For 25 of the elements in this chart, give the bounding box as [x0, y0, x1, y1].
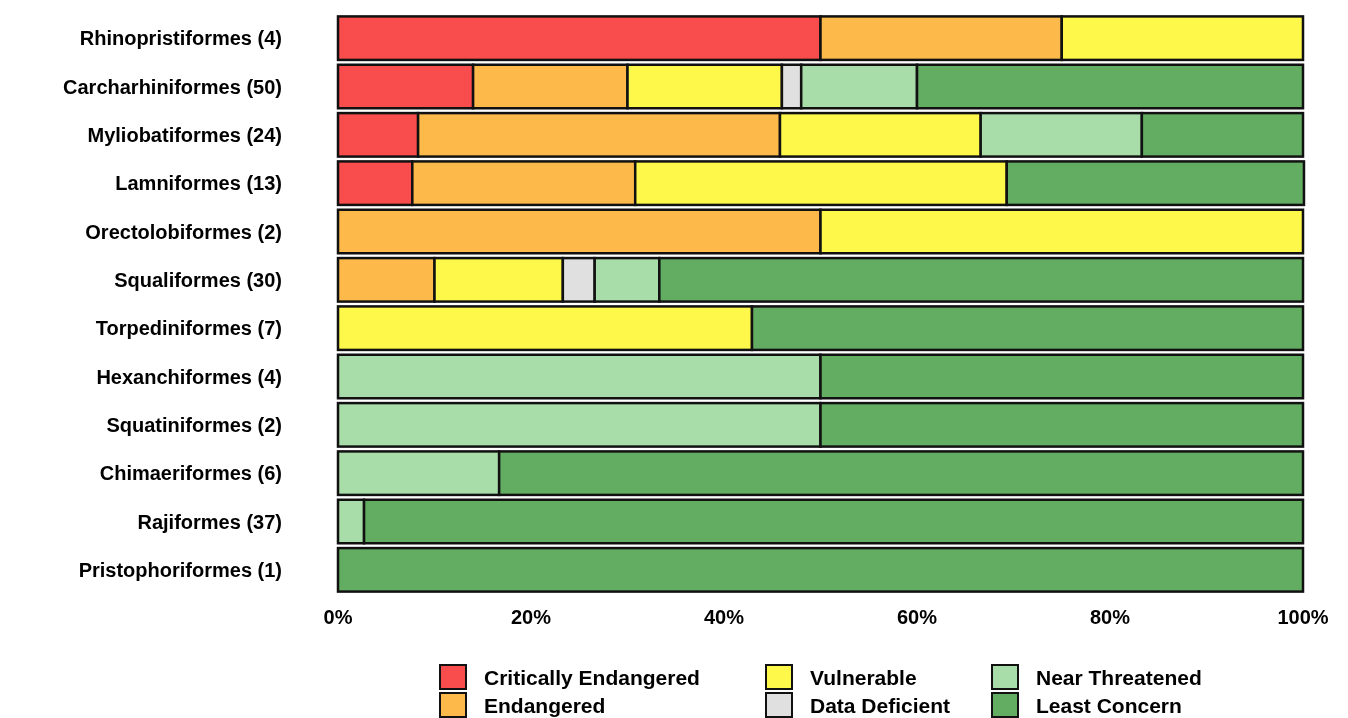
x-tick-label: 20% [510, 606, 552, 628]
legend-label: Data Deficient [810, 694, 951, 717]
y-tick-label: Chimaeriformes (6) [99, 462, 282, 485]
legend-label: Least Concern [1036, 694, 1182, 717]
y-tick-label: Lamniformes (13) [115, 172, 282, 195]
y-tick-label: Myliobatiformes (24) [87, 123, 282, 146]
legend-label: Critically Endangered [484, 666, 700, 689]
bar [336, 546, 1305, 593]
y-tick-label: Torpediniformes (7) [95, 317, 282, 340]
y-tick-label: Carcharhiniformes (50) [63, 75, 282, 98]
x-tick-label: 80% [1089, 606, 1131, 628]
x-tick-label: 100% [1277, 606, 1329, 628]
y-tick-label: Rhinopristiformes (4) [79, 27, 282, 50]
y-tick-label: Squaliformes (30) [114, 268, 282, 291]
y-tick-label: Hexanchiformes (4) [96, 365, 282, 388]
x-tick-label: 60% [896, 606, 938, 628]
y-tick-label: Pristophoriformes (1) [78, 558, 282, 581]
legend-label: Endangered [484, 694, 606, 717]
x-tick-label: 40% [703, 606, 745, 628]
y-tick-label: Orectolobiformes (2) [85, 220, 282, 243]
y-tick-label: Rajiformes (37) [137, 510, 282, 533]
x-tick-label: 0% [323, 606, 353, 628]
legend-label: Vulnerable [810, 666, 917, 689]
legend-label: Near Threatened [1036, 666, 1202, 689]
y-tick-label: Squatiniformes (2) [106, 413, 282, 436]
